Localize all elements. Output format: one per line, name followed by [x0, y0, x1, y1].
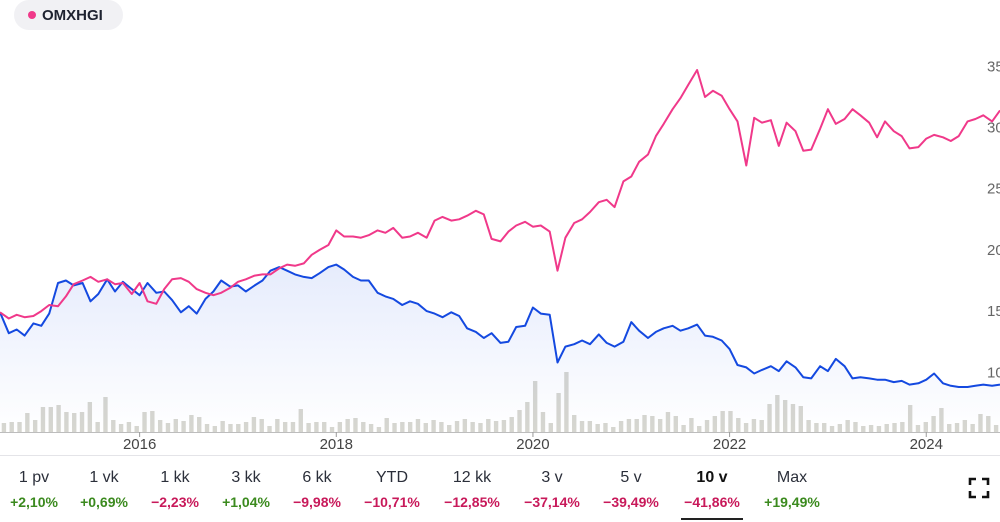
legend-label: OMXHGI [42, 6, 103, 24]
x-tick-label: 2024 [910, 436, 943, 453]
period-change: −9,98% [293, 494, 341, 510]
period-label: 10 v [696, 469, 728, 486]
period-10-v[interactable]: 10 v −41,86% [681, 456, 743, 520]
y-axis: 10 15 20 25 30 35 [987, 58, 1000, 381]
period-3-kk[interactable]: 3 kk +1,04% [215, 456, 277, 518]
period-1-vk[interactable]: 1 vk +0,69% [73, 456, 135, 518]
series-lines [0, 69, 1000, 388]
x-tick-label: 2016 [123, 436, 156, 453]
period-change: +0,69% [80, 494, 128, 510]
series-area [0, 264, 1000, 432]
period-3-v[interactable]: 3 v −37,14% [521, 456, 583, 518]
period-12-kk[interactable]: 12 kk −12,85% [441, 456, 503, 518]
period-1-pv[interactable]: 1 pv +2,10% [3, 456, 65, 518]
x-tick-label: 2020 [516, 436, 549, 453]
period-label: 1 pv [18, 469, 50, 486]
period-1-kk[interactable]: 1 kk −2,23% [144, 456, 206, 518]
period-label: 6 kk [302, 469, 332, 486]
period-max[interactable]: Max +19,49% [761, 456, 823, 518]
period-6-kk[interactable]: 6 kk −9,98% [286, 456, 348, 518]
legend-item[interactable]: OMXHGI [14, 0, 123, 30]
period-label: 12 kk [452, 469, 492, 486]
period-label: 3 v [541, 469, 563, 486]
period-ytd[interactable]: YTD −10,71% [361, 456, 423, 518]
period-label: 1 kk [160, 469, 190, 486]
period-label: 5 v [620, 469, 642, 486]
fullscreen-button[interactable] [968, 477, 990, 499]
legend-dot-icon [28, 11, 36, 19]
period-label: 3 kk [231, 469, 261, 486]
period-label: Max [776, 469, 808, 486]
y-tick-label: 15 [987, 303, 1000, 320]
x-axis: 2016 2018 2020 2022 2024 [0, 432, 1000, 453]
period-label: YTD [376, 469, 408, 486]
period-change: −10,71% [364, 494, 420, 510]
period-5-v[interactable]: 5 v −39,49% [600, 456, 662, 518]
period-change: −12,85% [444, 494, 500, 510]
period-change: +2,10% [10, 494, 58, 510]
period-change: +1,04% [222, 494, 270, 510]
comparison-line [0, 263, 1000, 388]
period-change: −2,23% [151, 494, 199, 510]
period-change: −39,49% [603, 494, 659, 510]
omxhgi-line [0, 69, 1000, 320]
area-fill [0, 264, 1000, 432]
divider [0, 455, 1000, 456]
fullscreen-icon [968, 477, 990, 499]
period-change: +19,49% [764, 494, 820, 510]
y-tick-label: 35 [987, 58, 1000, 75]
period-change: −41,86% [684, 494, 740, 510]
y-tick-label: 10 [987, 364, 1000, 381]
period-selector: 1 pv +2,10% 1 vk +0,69% 1 kk −2,23% 3 kk +1,04%… [0, 456, 960, 522]
y-tick-label: 25 [987, 181, 1000, 198]
y-tick-label: 30 [987, 120, 1000, 137]
x-tick-label: 2018 [320, 436, 353, 453]
period-label: 1 vk [89, 469, 119, 486]
x-tick-label: 2022 [713, 436, 746, 453]
y-tick-label: 20 [987, 242, 1000, 259]
price-chart[interactable]: 2016 2018 2020 2022 2024 10 15 20 25 30 35 [0, 0, 1000, 455]
period-change: −37,14% [524, 494, 580, 510]
